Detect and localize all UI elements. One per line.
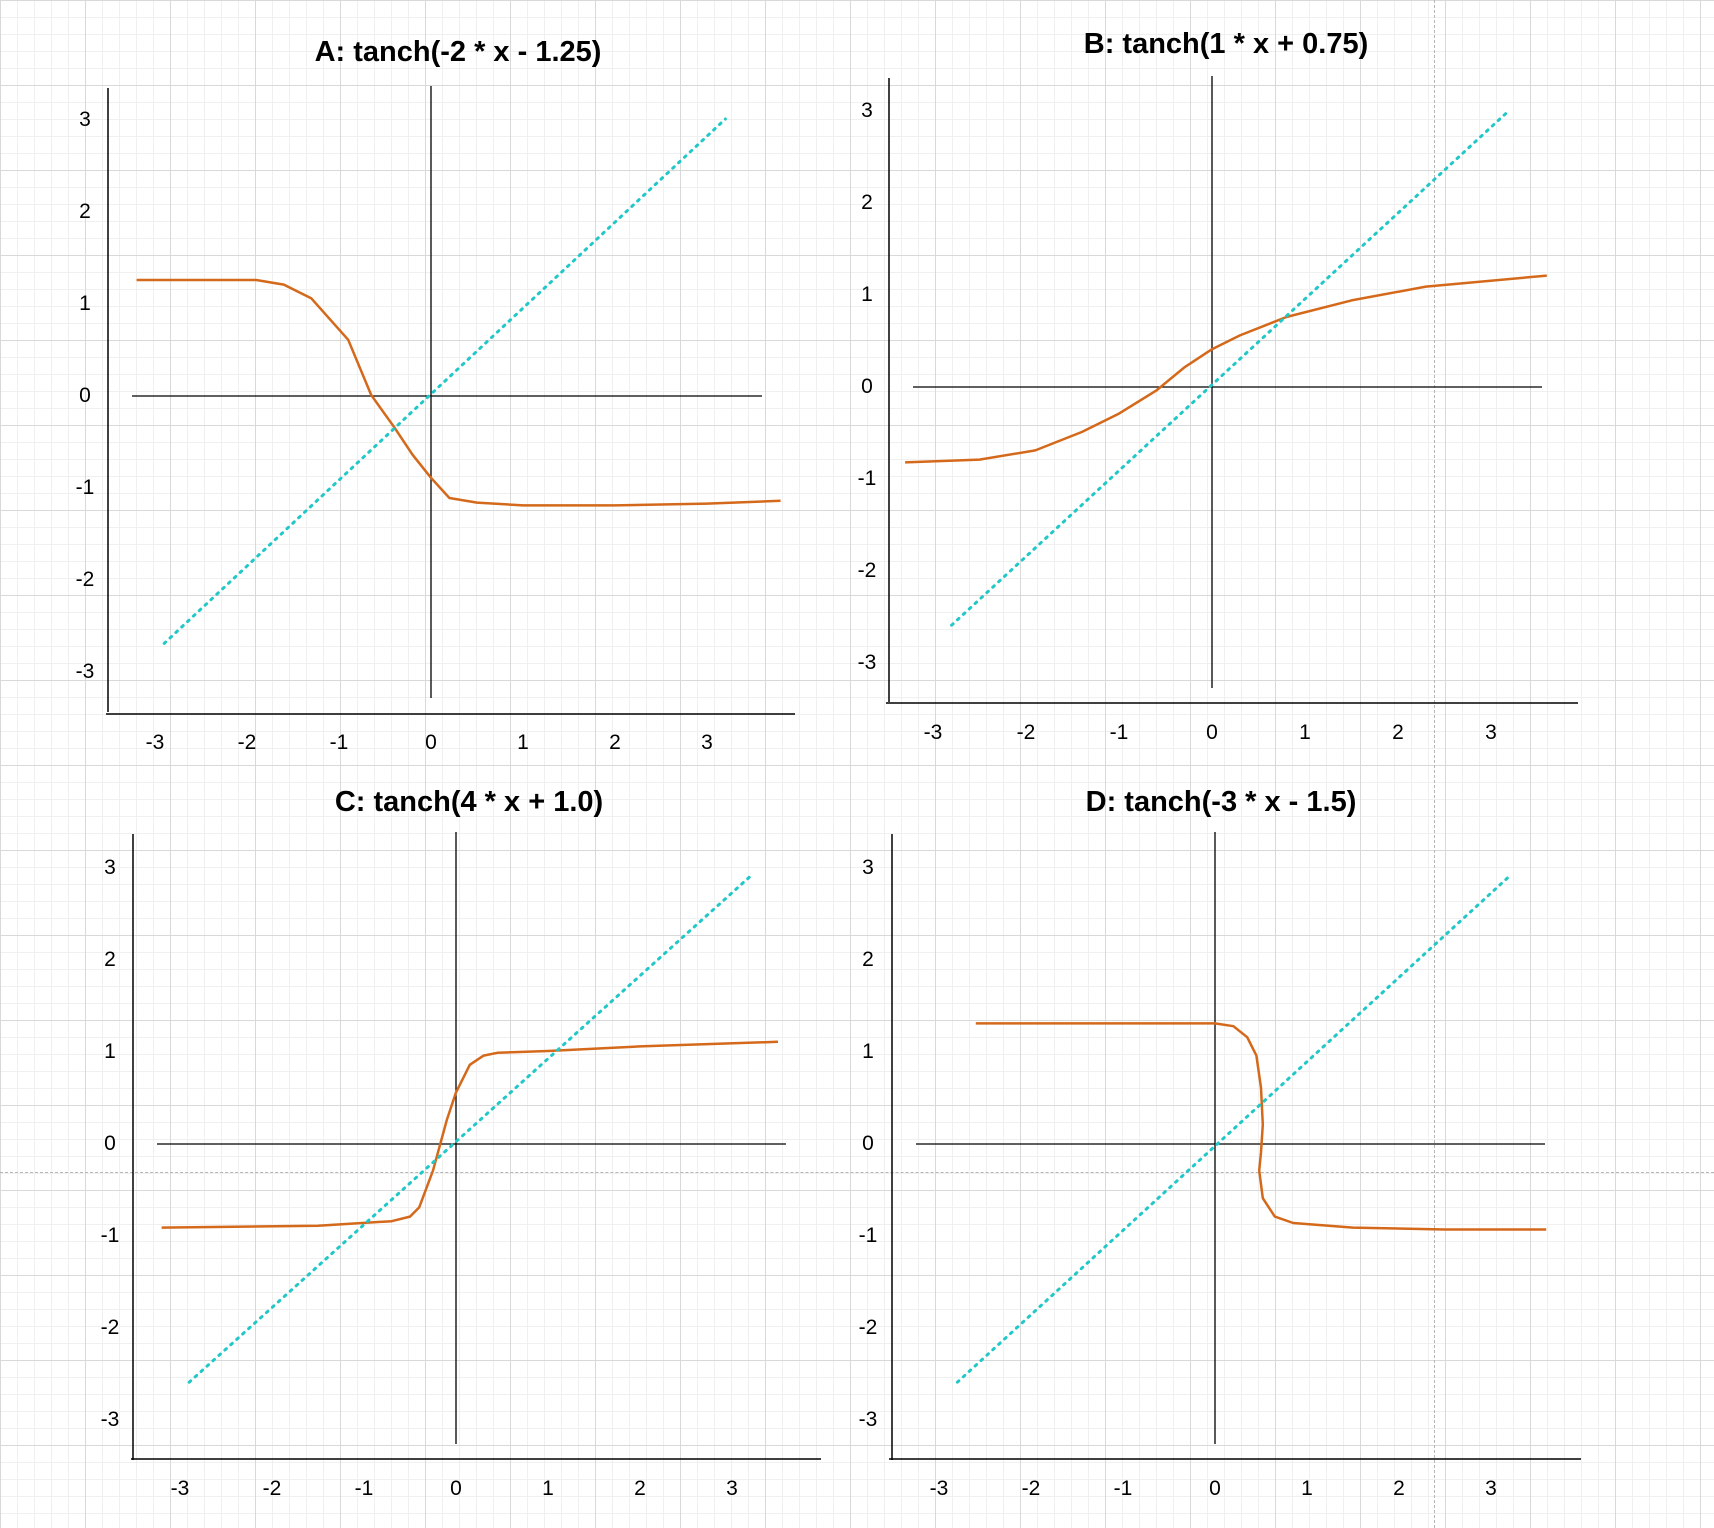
panel-c-y-tick-label: -3 [101,1408,120,1431]
panel-b-x-tick-label: 3 [1485,721,1497,744]
panel-b-y-tick-label: 1 [861,283,873,306]
panel-b-x-tick-label: -1 [1110,721,1129,744]
panel-c-x-tick-label: 2 [634,1477,646,1500]
panel-a-identity-line [162,117,727,645]
panel-c-x-tick-label: 0 [450,1477,462,1500]
panel-a-title: A: tanch(-2 * x - 1.25) [314,36,602,68]
panel-b-y-tick-label: 2 [861,191,873,214]
panel-d-y-tick-label: 3 [862,856,874,879]
panel-d-x-tick-label: 1 [1301,1477,1313,1500]
panel-d-x-tick-label: -2 [1022,1477,1041,1500]
panel-a-y-tick-label: -3 [76,660,95,683]
panel-c-title: C: tanch(4 * x + 1.0) [334,786,604,818]
panel-d-y-tick-label: -3 [859,1408,878,1431]
panel-c-y-tick-label: 2 [104,948,116,971]
panel-d-tanch-curve [975,1022,1547,1231]
panel-b-title: B: tanch(1 * x + 0.75) [1083,28,1369,60]
panel-c-identity-line [187,874,752,1384]
panel-b-identity-line [950,108,1512,627]
panel-d-title: D: tanch(-3 * x - 1.5) [1085,786,1357,818]
panel-a-x-tick-label: 3 [701,731,713,754]
panel-b-x-tick-label: -3 [924,721,943,744]
panel-d-y-tick-label: -2 [859,1316,878,1339]
panel-d-x-tick-label: 3 [1485,1477,1497,1500]
panel-d-identity-line [955,874,1511,1384]
panel-a-x-tick-label: 1 [517,731,529,754]
panel-b-x-tick-label: 2 [1392,721,1404,744]
horizontal-guide-line [0,1172,1714,1173]
panel-c-y-tick-label: 3 [104,856,116,879]
panel-c-tanch-curve [161,1040,779,1229]
panel-c-x-tick-label: -2 [263,1477,282,1500]
panel-a-y-tick-label: 1 [79,292,91,315]
panel-b-x-tick-label: 1 [1299,721,1311,744]
panel-c-y-tick-label: 0 [104,1132,116,1155]
panel-b-y-tick-label: 3 [861,99,873,122]
panel-b-y-tick-label: -1 [858,467,877,490]
panel-d-y-tick-label: -1 [859,1224,878,1247]
panel-a-x-tick-label: 0 [425,731,437,754]
panel-a-y-tick-label: -1 [76,476,95,499]
panel-a-x-tick-label: -2 [238,731,257,754]
panel-c-x-tick-label: -1 [355,1477,374,1500]
panel-d-y-tick-label: 2 [862,948,874,971]
panel-a-y-tick-label: -2 [76,568,95,591]
panel-b-tanch-curve [905,274,1547,464]
panel-d-x-tick-label: 0 [1209,1477,1221,1500]
panel-c-x-tick-label: 1 [542,1477,554,1500]
panel-a-x-tick-label: 2 [609,731,621,754]
panel-a-x-tick-label: -3 [146,731,165,754]
panel-d-x-tick-label: 2 [1393,1477,1405,1500]
panel-a-y-tick-label: 0 [79,384,91,407]
panel-d-x-tick-label: -1 [1114,1477,1133,1500]
panel-b-y-tick-label: -2 [858,559,877,582]
panel-c-x-tick-label: 3 [726,1477,738,1500]
panel-a-y-tick-label: 3 [79,108,91,131]
panel-c-x-tick-label: -3 [171,1477,190,1500]
panel-a-x-tick-label: -1 [330,731,349,754]
panel-c-y-tick-label: -1 [101,1224,120,1247]
panel-d-y-tick-label: 0 [862,1132,874,1155]
panel-c-y-tick-label: 1 [104,1040,116,1063]
panel-a-tanch-curve [136,278,781,507]
panel-b-x-tick-label: -2 [1017,721,1036,744]
panel-b-x-tick-label: 0 [1206,721,1218,744]
panel-d-y-tick-label: 1 [862,1040,874,1063]
panel-c-y-tick-label: -2 [101,1316,120,1339]
panel-b-y-tick-label: 0 [861,375,873,398]
vertical-guide-line [1434,0,1435,1528]
panel-b-y-tick-label: -3 [858,651,877,674]
panel-d-x-tick-label: -3 [930,1477,949,1500]
panel-a-y-tick-label: 2 [79,200,91,223]
